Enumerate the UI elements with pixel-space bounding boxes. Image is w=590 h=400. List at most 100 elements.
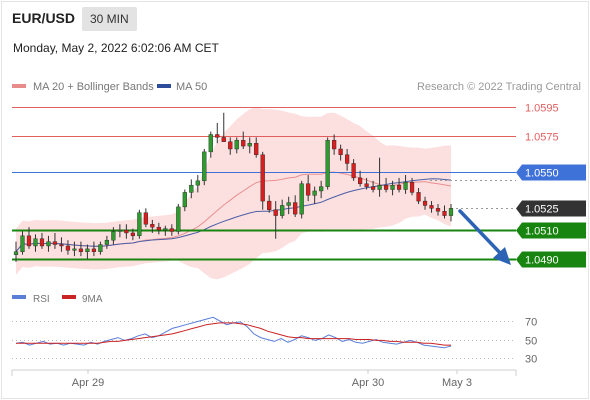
level-badge-1.0525 — [516, 200, 586, 217]
legend-ma50-label: MA 50 — [176, 81, 207, 93]
x-tick-label: Apr 29 — [72, 377, 104, 389]
candle-body — [13, 251, 19, 255]
candle-body — [241, 140, 246, 147]
candle-body — [176, 206, 181, 232]
legend-bb-label: MA 20 + Bollinger Bands — [33, 81, 154, 93]
candle-body — [247, 142, 252, 147]
legend-bb-swatch — [12, 84, 26, 88]
candle-body — [280, 205, 285, 216]
candle-body — [208, 134, 213, 153]
chart-header: EUR/USD 30 MIN — [0, 0, 590, 38]
candle-body — [293, 202, 298, 215]
legend-9ma-label: 9MA — [82, 294, 103, 305]
candle-body — [319, 186, 324, 192]
candle-body — [137, 212, 142, 237]
candle-body — [332, 140, 337, 150]
candle-body — [156, 226, 161, 231]
candle-body — [325, 140, 330, 187]
candle-body — [130, 232, 135, 237]
level-label-1.0525: 1.0525 — [525, 204, 559, 216]
candle-body — [52, 241, 58, 245]
rsi-9ma-line — [16, 322, 451, 346]
candle-body — [202, 151, 207, 182]
candle-body — [33, 238, 38, 247]
candle-body — [299, 183, 304, 215]
candle-body — [111, 231, 116, 241]
candle-body — [422, 200, 428, 206]
x-tick-label: Apr 30 — [352, 377, 384, 389]
candle-body — [221, 137, 226, 142]
candle-body — [260, 154, 265, 202]
forecast-arrow — [458, 209, 511, 265]
level-label-1.0575: 1.0575 — [525, 132, 559, 144]
candle-body — [65, 245, 71, 251]
candle-body — [383, 184, 389, 190]
candle-body — [78, 248, 84, 252]
candle-body — [345, 154, 350, 164]
symbol-title: EUR/USD — [12, 10, 76, 26]
legend-rsi-label: RSI — [33, 294, 50, 305]
credit-text: Research © 2022 Trading Central — [417, 81, 581, 93]
candle-body — [409, 182, 415, 193]
candle-body — [85, 248, 90, 252]
candle-body — [448, 208, 454, 216]
candle-body — [124, 229, 129, 234]
level-label-1.0550: 1.0550 — [525, 168, 559, 180]
candle-body — [59, 244, 64, 247]
candle-body — [396, 184, 402, 190]
level-label-1.0595: 1.0595 — [525, 103, 559, 115]
candle-body — [117, 229, 122, 232]
candle-body — [91, 248, 97, 252]
timestamp: Monday, May 2, 2022 6:02:06 AM CET — [13, 41, 219, 55]
candle-body — [442, 211, 447, 216]
candle-body — [98, 244, 103, 252]
candle-body — [267, 200, 272, 210]
candle-body — [234, 140, 239, 150]
candle-body — [254, 142, 259, 155]
candle-body — [182, 192, 187, 208]
candle-body — [228, 141, 233, 150]
candle-body — [215, 134, 220, 138]
level-label-1.0490: 1.0490 — [525, 255, 559, 267]
candle-body — [358, 177, 363, 184]
candle-body — [195, 180, 200, 186]
rsi-tick-70: 70 — [525, 317, 537, 329]
candlesticks — [13, 112, 454, 262]
candle-body — [20, 235, 25, 252]
candle-body — [150, 224, 155, 228]
candle-body — [351, 163, 356, 179]
candle-body — [169, 228, 174, 232]
rsi-panel: 70 50 30 — [12, 317, 537, 366]
level-labels: 1.0595 1.0575 1.0550 1.0525 1.0510 1.0490 — [516, 103, 586, 268]
level-badge-1.0490 — [516, 251, 586, 268]
candle-body — [435, 208, 441, 212]
legend-rsi-swatch — [12, 295, 26, 299]
candle-body — [39, 238, 45, 247]
candle-body — [72, 248, 77, 251]
candle-body — [306, 183, 311, 196]
candle-body — [143, 212, 148, 225]
legend-ma50-swatch — [157, 84, 171, 88]
candle-body — [416, 192, 421, 202]
candle-body — [403, 182, 408, 190]
candle-body — [189, 184, 194, 193]
level-badge-1.0510 — [516, 222, 586, 239]
candle-body — [46, 241, 51, 247]
candle-body — [364, 183, 369, 187]
candle-body — [104, 239, 109, 245]
candle-body — [429, 205, 434, 209]
legend-9ma-swatch — [62, 295, 76, 299]
timeframe-badge[interactable]: 30 MIN — [82, 7, 137, 31]
candle-body — [163, 228, 168, 231]
candle-body — [377, 184, 382, 190]
rsi-tick-30: 30 — [525, 354, 537, 366]
level-label-1.0510: 1.0510 — [525, 226, 559, 238]
candle-body — [338, 148, 343, 155]
rsi-tick-50: 50 — [525, 336, 537, 348]
x-tick-label: May 3 — [442, 377, 472, 389]
candle-body — [312, 190, 317, 196]
candle-body — [390, 184, 395, 190]
level-badge-1.0550 — [516, 164, 586, 181]
candle-body — [273, 209, 278, 216]
